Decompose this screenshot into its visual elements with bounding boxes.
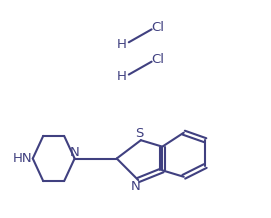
Text: S: S: [135, 127, 144, 140]
Text: HN: HN: [13, 152, 33, 165]
Text: N: N: [70, 146, 79, 158]
Text: H: H: [117, 70, 127, 83]
Text: N: N: [131, 180, 140, 193]
Text: Cl: Cl: [151, 21, 164, 34]
Text: Cl: Cl: [151, 53, 164, 66]
Text: H: H: [117, 38, 127, 51]
